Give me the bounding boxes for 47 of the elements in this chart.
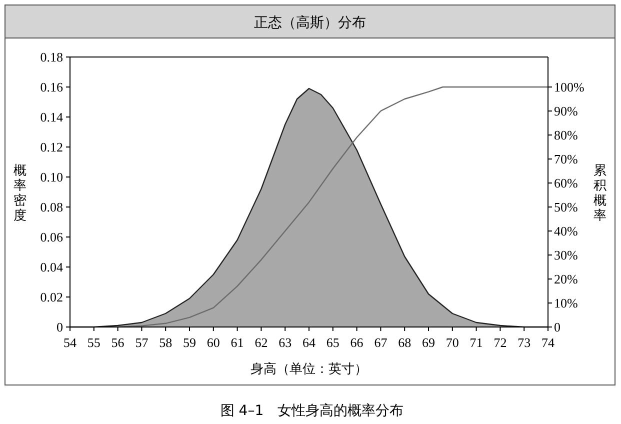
x-tick-label: 70: [446, 335, 459, 350]
y-tick-label: 0.14: [40, 110, 64, 124]
x-tick-label: 65: [326, 335, 340, 350]
y2-tick-label: 90%: [554, 104, 578, 118]
x-tick-label: 62: [254, 335, 268, 350]
y-tick-label: 0.04: [40, 260, 64, 274]
x-tick-label: 64: [302, 335, 316, 350]
y2-tick-label: 100%: [554, 80, 584, 94]
x-tick-label: 59: [183, 335, 196, 350]
x-tick-label: 67: [374, 335, 388, 350]
x-tick-label: 72: [494, 335, 507, 350]
y-tick-label: 0.18: [40, 50, 63, 64]
x-tick-label: 60: [206, 335, 220, 350]
y2-tick-label: 20%: [554, 272, 578, 286]
x-tick-label: 68: [398, 335, 412, 350]
y-tick-label: 0.06: [40, 230, 64, 244]
y-tick-label: 0.08: [40, 200, 63, 214]
y2-tick-label: 0: [554, 320, 560, 334]
y2-tick-label: 40%: [554, 224, 578, 238]
y-tick-label: 0.10: [40, 170, 63, 184]
x-axis-title: 身高（单位：英寸）: [250, 361, 368, 377]
y-tick-label: 0.02: [40, 290, 63, 304]
y-tick-label: 0: [56, 320, 63, 334]
x-tick-label: 56: [111, 335, 125, 350]
caption: 图 4–1 女性身高的概率分布: [220, 403, 404, 419]
x-tick-label: 71: [470, 335, 483, 350]
x-tick-label: 61: [230, 335, 244, 350]
x-tick-label: 58: [159, 335, 172, 350]
x-tick-label: 63: [278, 335, 292, 350]
x-tick-label: 54: [64, 335, 77, 350]
y2-tick-label: 30%: [554, 248, 578, 262]
x-tick-label: 66: [350, 335, 364, 350]
y2-tick-label: 80%: [554, 128, 578, 142]
y2-tick-label: 50%: [554, 200, 578, 214]
x-tick-label: 73: [518, 335, 531, 350]
y2-tick-label: 10%: [554, 296, 578, 310]
y-tick-label: 0.16: [40, 80, 64, 94]
y2-tick-label: 70%: [554, 152, 578, 166]
y-axis-title: 概率密度: [14, 164, 26, 224]
y2-tick-label: 60%: [554, 176, 578, 190]
y-tick-label: 0.12: [40, 140, 63, 154]
y2-axis-title: 累积概率: [594, 164, 606, 224]
x-tick-label: 74: [542, 335, 555, 350]
chart-title: 正态（高斯）分布: [254, 15, 366, 31]
x-tick-label: 55: [87, 335, 100, 350]
x-tick-label: 57: [135, 335, 149, 350]
x-tick-label: 69: [422, 335, 435, 350]
